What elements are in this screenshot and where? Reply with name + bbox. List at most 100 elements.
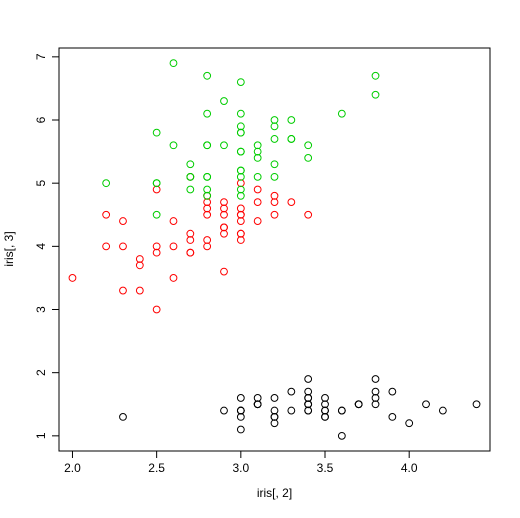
data-point <box>203 198 212 207</box>
data-point <box>270 160 279 169</box>
data-point <box>270 406 279 415</box>
data-point <box>270 135 279 143</box>
data-point <box>135 261 144 270</box>
y-tick-label: 4 <box>34 243 48 250</box>
data-point <box>236 147 245 156</box>
x-axis-label: iris[, 2] <box>257 486 292 500</box>
data-point <box>236 204 245 213</box>
y-tick-label: 7 <box>34 53 48 60</box>
data-point <box>270 122 279 131</box>
data-point <box>203 204 212 213</box>
data-point <box>270 394 279 402</box>
data-point <box>169 59 178 68</box>
data-point <box>236 78 245 87</box>
y-axis-label: iris[, 3] <box>2 231 16 266</box>
data-point <box>371 400 380 409</box>
data-point <box>203 210 212 219</box>
data-point <box>304 400 313 409</box>
data-point <box>270 191 279 200</box>
data-point <box>152 210 161 219</box>
data-point <box>472 400 481 409</box>
data-point <box>152 248 161 257</box>
x-axis: 2.0 2.5 3.0 3.5 4.0 <box>64 450 418 475</box>
data-point <box>203 109 212 118</box>
series-1 <box>68 172 313 314</box>
data-point <box>270 412 279 421</box>
data-point <box>236 406 245 415</box>
data-point <box>119 412 127 421</box>
data-point <box>236 425 245 434</box>
data-point <box>337 431 346 440</box>
data-point <box>236 236 245 244</box>
data-point <box>253 172 262 181</box>
data-point <box>371 387 380 396</box>
data-point <box>422 400 430 409</box>
data-point <box>371 71 380 80</box>
data-point <box>152 128 161 137</box>
data-point <box>203 191 212 200</box>
data-point <box>354 400 363 409</box>
data-point <box>236 229 245 238</box>
data-point <box>236 185 245 194</box>
y-tick-label: 3 <box>34 306 48 313</box>
data-point <box>236 109 245 118</box>
data-point <box>135 286 144 295</box>
data-point <box>169 217 178 225</box>
data-point <box>169 242 178 251</box>
data-point <box>405 419 414 428</box>
y-tick-label: 1 <box>34 432 48 439</box>
data-point <box>371 394 380 402</box>
data-point <box>253 185 262 194</box>
data-point <box>236 210 245 219</box>
data-point <box>203 185 212 194</box>
data-point <box>253 217 262 225</box>
data-point <box>304 375 313 383</box>
data-point <box>220 141 228 150</box>
data-point <box>304 406 313 415</box>
data-point <box>220 223 228 232</box>
data-point <box>186 160 195 169</box>
y-tick-label: 6 <box>34 116 48 123</box>
data-point <box>152 305 161 314</box>
data-point <box>287 387 296 396</box>
data-point <box>304 394 313 402</box>
series-0 <box>119 375 481 440</box>
data-point <box>236 394 245 402</box>
data-point <box>371 90 380 99</box>
data-point <box>253 394 262 402</box>
data-point <box>236 217 245 225</box>
data-point <box>186 185 195 194</box>
data-point <box>287 135 296 143</box>
data-point <box>186 236 195 244</box>
data-point <box>220 204 228 213</box>
y-tick-label: 5 <box>34 180 48 187</box>
y-tick-label: 2 <box>34 369 48 376</box>
data-point <box>102 242 111 251</box>
data-point <box>270 116 279 124</box>
data-point <box>388 387 397 396</box>
data-point <box>236 412 245 421</box>
data-point <box>220 210 228 219</box>
data-point <box>236 179 245 188</box>
data-point <box>102 179 111 188</box>
data-point <box>438 406 447 415</box>
data-point <box>186 248 195 257</box>
data-point <box>220 267 228 276</box>
data-point <box>321 406 329 415</box>
x-tick-label: 3.0 <box>232 461 249 475</box>
data-point <box>236 191 245 200</box>
data-point <box>287 406 296 415</box>
data-point <box>304 154 313 162</box>
data-point <box>253 141 262 150</box>
data-point <box>253 198 262 207</box>
data-point <box>287 116 296 124</box>
data-point <box>186 172 195 181</box>
data-point <box>186 229 195 238</box>
data-point <box>203 141 212 150</box>
data-point <box>236 128 245 137</box>
data-point <box>169 274 178 282</box>
data-point <box>152 185 161 194</box>
data-point <box>203 172 212 181</box>
data-point <box>220 229 228 238</box>
